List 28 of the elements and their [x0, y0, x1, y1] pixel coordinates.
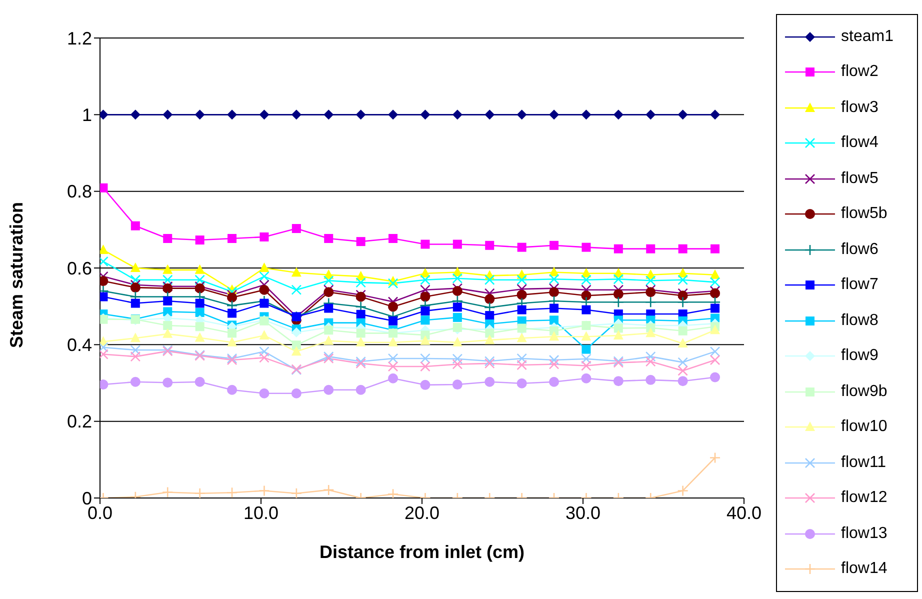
legend-label: flow7 — [841, 276, 878, 294]
legend-label: flow11 — [841, 454, 886, 472]
legend-label: flow5b — [841, 205, 888, 224]
legend-label: flow9b — [841, 382, 888, 401]
legend-label: flow6 — [841, 240, 878, 259]
x-tick-label: 20.0 — [404, 502, 440, 523]
y-tick-label: 0.2 — [66, 412, 92, 432]
legend-label: flow14 — [841, 560, 888, 578]
legend-label: flow12 — [841, 489, 888, 508]
x-axis-title: Distance from inlet (cm) — [319, 542, 525, 562]
legend-label: flow9 — [841, 347, 878, 366]
legend-label: flow8 — [841, 312, 878, 330]
x-tick-label: 30.0 — [565, 502, 601, 523]
legend-label: flow5 — [841, 170, 878, 188]
legend-label: flow3 — [841, 98, 878, 117]
y-tick-label: 1 — [82, 105, 92, 126]
legend-label: flow4 — [841, 134, 878, 152]
y-axis-title: Steam saturation — [6, 202, 26, 348]
legend-label: flow13 — [841, 524, 888, 543]
y-tick-label: 1.2 — [66, 28, 92, 48]
y-tick-label: 0.4 — [66, 335, 92, 356]
y-tick-label: 0.8 — [66, 182, 92, 202]
y-tick-label: 0.6 — [66, 258, 92, 278]
legend-label: flow2 — [841, 63, 878, 82]
x-tick-label: 10.0 — [243, 502, 279, 523]
x-tick-label: 40.0 — [726, 502, 762, 523]
legend-label: flow10 — [841, 418, 888, 436]
legend-label: steam1 — [841, 28, 894, 46]
